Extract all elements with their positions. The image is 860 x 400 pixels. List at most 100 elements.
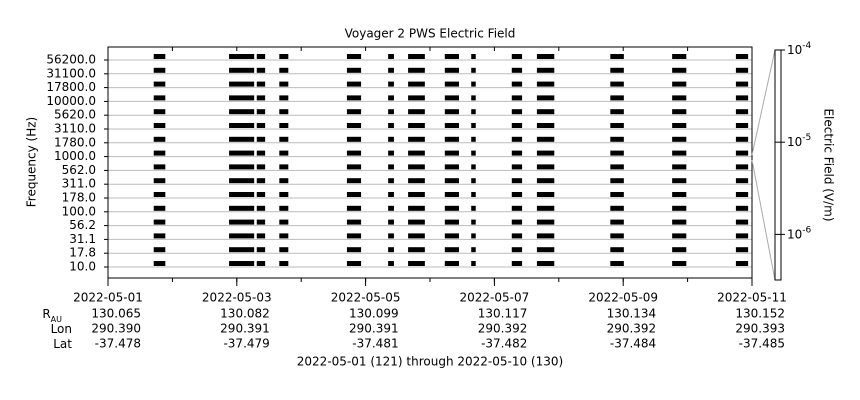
data-block [229,67,255,73]
colorbar-tick-exponent: -5 [802,133,811,143]
data-block [388,233,394,239]
data-block [256,192,266,197]
data-block [735,95,749,101]
data-block [735,192,749,197]
y-tick-label: 5620.0 [54,108,96,122]
data-block [256,219,266,225]
colorbar-tick-label: 10-6 [787,225,812,241]
data-block [511,261,523,266]
data-block [229,205,255,211]
ephemeris-value: 130.065 [91,307,141,321]
data-block [672,178,687,184]
data-block [672,123,687,128]
data-block [444,192,459,197]
y-tick-label: 311.0 [62,177,96,191]
ephemeris-value: 290.391 [349,322,399,336]
data-block [408,233,425,239]
data-block [672,109,687,115]
data-block [536,109,555,115]
data-block [536,261,555,266]
ephemeris-value: 290.393 [735,322,785,336]
y-tick-label: 1000.0 [54,149,96,163]
ephemeris-label-text: R [42,307,50,321]
data-block [735,205,749,211]
data-block [153,192,166,197]
data-block [153,178,166,184]
y-tick-label: 100.0 [62,204,96,218]
data-block [256,205,266,211]
data-block [346,247,362,253]
data-block [256,247,266,253]
data-block [536,54,555,59]
ephemeris-value: 130.099 [349,307,399,321]
data-block [511,123,523,128]
data-block [153,164,166,170]
data-block [536,67,555,73]
data-block [735,247,749,253]
ephemeris-label-text: Lat [53,337,72,351]
data-block [346,178,362,184]
data-block [610,247,624,253]
data-block [153,261,166,266]
data-block [511,54,523,59]
data-block [388,261,394,266]
data-block [346,54,362,59]
x-tick-label: 2022-05-01 [73,291,143,305]
data-block [153,81,166,87]
data-block [735,123,749,128]
colorbar [774,49,782,281]
data-block [388,54,394,59]
data-block [256,150,266,156]
data-block [229,123,255,128]
data-block [444,233,459,239]
data-block [346,219,362,225]
data-block [610,164,624,170]
data-block [471,95,476,101]
data-block [153,219,166,225]
data-block [672,95,687,101]
data-block [229,150,255,156]
data-block [672,54,687,59]
ephemeris-label-sub: AU [51,315,62,324]
data-block [279,219,289,225]
data-block [256,261,266,266]
colorbar-tick-exponent: -6 [802,225,811,235]
data-block [610,261,624,266]
data-block [511,136,523,142]
data-block [511,205,523,211]
footer: 2022-05-01 (121) through 2022-05-10 (130… [297,355,563,369]
data-block [610,150,624,156]
data-block [444,95,459,101]
data-block [388,123,394,128]
data-block [229,54,255,59]
ephemeris-value: -37.485 [739,337,785,351]
data-block [536,81,555,87]
y-tick-label: 17800.0 [46,80,96,94]
data-block [610,233,624,239]
y-tick-label: 56.2 [69,218,96,232]
y-tick-label: 3110.0 [54,122,96,136]
data-block [153,109,166,115]
y-tick-label: 31.1 [69,232,96,246]
data-block [471,178,476,184]
data-block [279,136,289,142]
data-block [408,164,425,170]
data-block [610,136,624,142]
data-block [536,192,555,197]
data-block [511,247,523,253]
data-block [444,54,459,59]
data-block [346,150,362,156]
ephemeris-value: 130.117 [478,307,528,321]
data-block [279,67,289,73]
ephemeris-value: -37.484 [610,337,656,351]
data-block [346,205,362,211]
data-block [444,205,459,211]
data-block [279,178,289,184]
data-block [256,95,266,101]
data-block [408,178,425,184]
data-block [444,164,459,170]
data-block [511,109,523,115]
data-block [408,67,425,73]
data-block [256,136,266,142]
data-block [471,261,476,266]
